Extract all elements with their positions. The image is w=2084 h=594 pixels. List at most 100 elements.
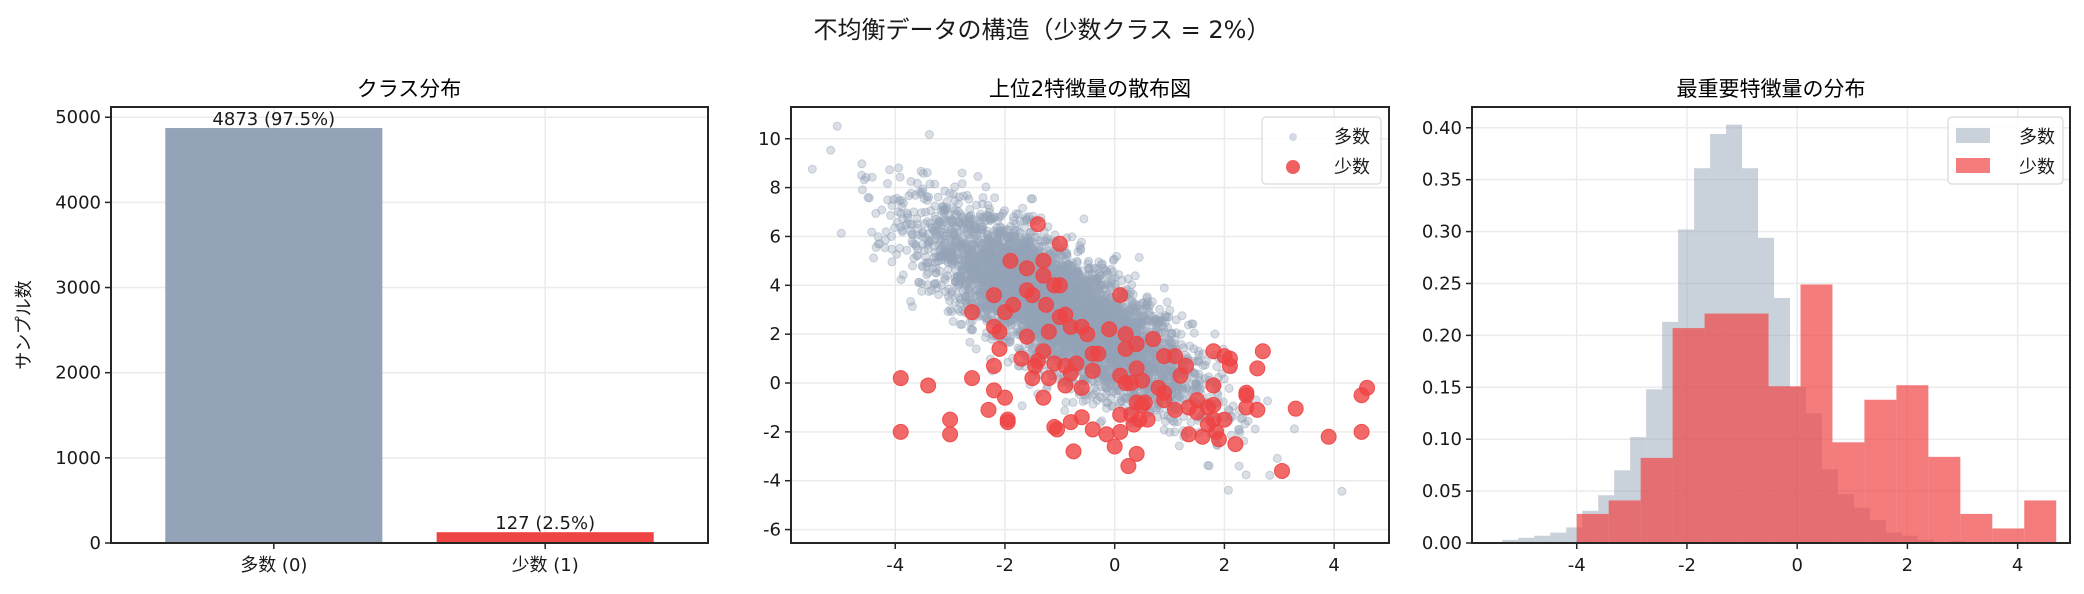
minority-point	[1018, 260, 1035, 277]
y-tick-label: -2	[763, 422, 781, 443]
minority-point	[1106, 438, 1123, 455]
minority-point	[1051, 235, 1068, 252]
bar-chart-y-axis-label: サンプル数	[14, 280, 35, 369]
bar	[436, 532, 654, 543]
scatter-minority-points	[892, 216, 1376, 479]
histogram-bin	[1800, 284, 1833, 543]
bar	[165, 128, 383, 543]
minority-point	[1210, 431, 1227, 448]
legend-minority-label: 少数	[2019, 157, 2055, 178]
minority-point	[1167, 348, 1184, 365]
histogram-bin	[1928, 456, 1961, 543]
axes-frame	[1471, 106, 2071, 544]
minority-point	[1136, 394, 1153, 411]
minority-point	[1216, 411, 1233, 428]
histogram-bin	[1672, 328, 1705, 543]
y-tick-label: 6	[770, 226, 781, 247]
minority-point	[1180, 426, 1197, 443]
x-tick-label: 0	[1109, 555, 1120, 576]
minority-point	[1073, 379, 1090, 396]
minority-point	[1156, 392, 1173, 409]
legend-majority-swatch-icon	[1956, 128, 1990, 143]
minority-point	[942, 411, 959, 428]
histogram-bin	[1896, 385, 1929, 543]
minority-point	[1287, 400, 1304, 417]
y-tick-label: 1000	[55, 448, 101, 469]
axes-frame	[110, 106, 709, 544]
histogram-bin	[1502, 539, 1519, 543]
histogram-bin	[1576, 513, 1609, 543]
minority-point	[1057, 377, 1074, 394]
histogram-title: 最重要特徴量の分布	[1677, 77, 1866, 101]
minority-point	[964, 370, 981, 387]
x-tick-label: 4	[2012, 555, 2023, 576]
minority-point	[985, 287, 1002, 304]
histogram-axes: -4 -2 0 2 4 0.00 0.05 0.10 0.15 0.20 0.25 0.30 0.35 0…	[1422, 106, 2071, 576]
minority-point	[1024, 370, 1041, 387]
y-tick-label: 4000	[55, 192, 101, 213]
bar-value-label: 127 (2.5%)	[495, 513, 595, 534]
minority-point	[1035, 389, 1052, 406]
histogram-bin	[1864, 399, 1897, 543]
minority-point	[1205, 377, 1222, 394]
minority-point	[1134, 372, 1151, 389]
y-tick-label: 4	[770, 275, 781, 296]
minority-point	[942, 426, 959, 443]
x-tick-label: -4	[886, 555, 904, 576]
minority-point	[1112, 287, 1129, 304]
legend-majority-marker-icon	[1289, 133, 1297, 141]
minority-point	[1018, 328, 1035, 345]
minority-point	[980, 401, 997, 418]
histogram-bin	[2024, 500, 2057, 543]
minority-point	[1353, 423, 1370, 440]
minority-point	[1040, 323, 1057, 340]
axes-frame	[790, 106, 1390, 544]
most-important-feature-histogram: 最重要特徴量の分布 -4 -2 0 2 4 0.00 0.05 0.10 0.15 0.20 0.2…	[1422, 77, 2071, 576]
bar-chart-value-labels: 4873 (97.5%) 127 (2.5%)	[212, 109, 595, 534]
bar-value-label: 4873 (97.5%)	[212, 109, 335, 130]
minority-point	[892, 423, 909, 440]
scatter-title: 上位2特徴量の散布図	[989, 77, 1191, 101]
top2-feature-scatter-plot: 上位2特徴量の散布図 -4 -2 0 2 4 -6 -4 -2 0 2 4 6 8 10 多数 少数	[758, 77, 1390, 576]
minority-point	[1254, 343, 1271, 360]
y-tick-label: 0.00	[1422, 533, 1462, 554]
x-tick-label: 多数 (0)	[240, 555, 307, 576]
x-tick-label: 2	[1219, 555, 1230, 576]
minority-point	[1205, 396, 1222, 413]
minority-point	[1065, 443, 1082, 460]
y-tick-label: 0	[90, 533, 101, 554]
y-tick-label: 0.30	[1422, 222, 1462, 243]
minority-point	[1227, 436, 1244, 453]
minority-point	[1167, 401, 1184, 418]
minority-point	[1249, 401, 1266, 418]
scatter-legend: 多数 少数	[1261, 116, 1382, 185]
minority-point	[991, 340, 1008, 357]
minority-point	[1139, 411, 1156, 428]
y-tick-label: 0.35	[1422, 170, 1462, 191]
histogram-bin	[1608, 500, 1641, 543]
legend-majority-label: 多数	[1334, 127, 1370, 148]
minority-point	[1090, 345, 1107, 362]
minority-point	[1038, 296, 1055, 313]
minority-point	[1079, 326, 1096, 343]
minority-point	[999, 414, 1016, 431]
bar-chart-bars	[165, 128, 654, 543]
minority-point	[1073, 409, 1090, 426]
minority-point	[1249, 360, 1266, 377]
minority-point	[892, 370, 909, 387]
legend-minority-marker-icon	[1286, 160, 1300, 174]
y-tick-label: -6	[763, 520, 781, 541]
minority-point	[920, 377, 937, 394]
y-tick-label: 2000	[55, 363, 101, 384]
x-tick-label: -2	[1678, 555, 1696, 576]
minority-point	[1029, 216, 1046, 233]
y-tick-label: 0.05	[1422, 481, 1462, 502]
x-tick-label: -4	[1568, 555, 1586, 576]
minority-point	[1035, 252, 1052, 269]
x-tick-label: 少数 (1)	[512, 555, 579, 576]
y-tick-label: 0.40	[1422, 118, 1462, 139]
minority-point	[1051, 309, 1068, 326]
legend-majority-label: 多数	[2019, 127, 2055, 148]
y-tick-label: 0.15	[1422, 377, 1462, 398]
